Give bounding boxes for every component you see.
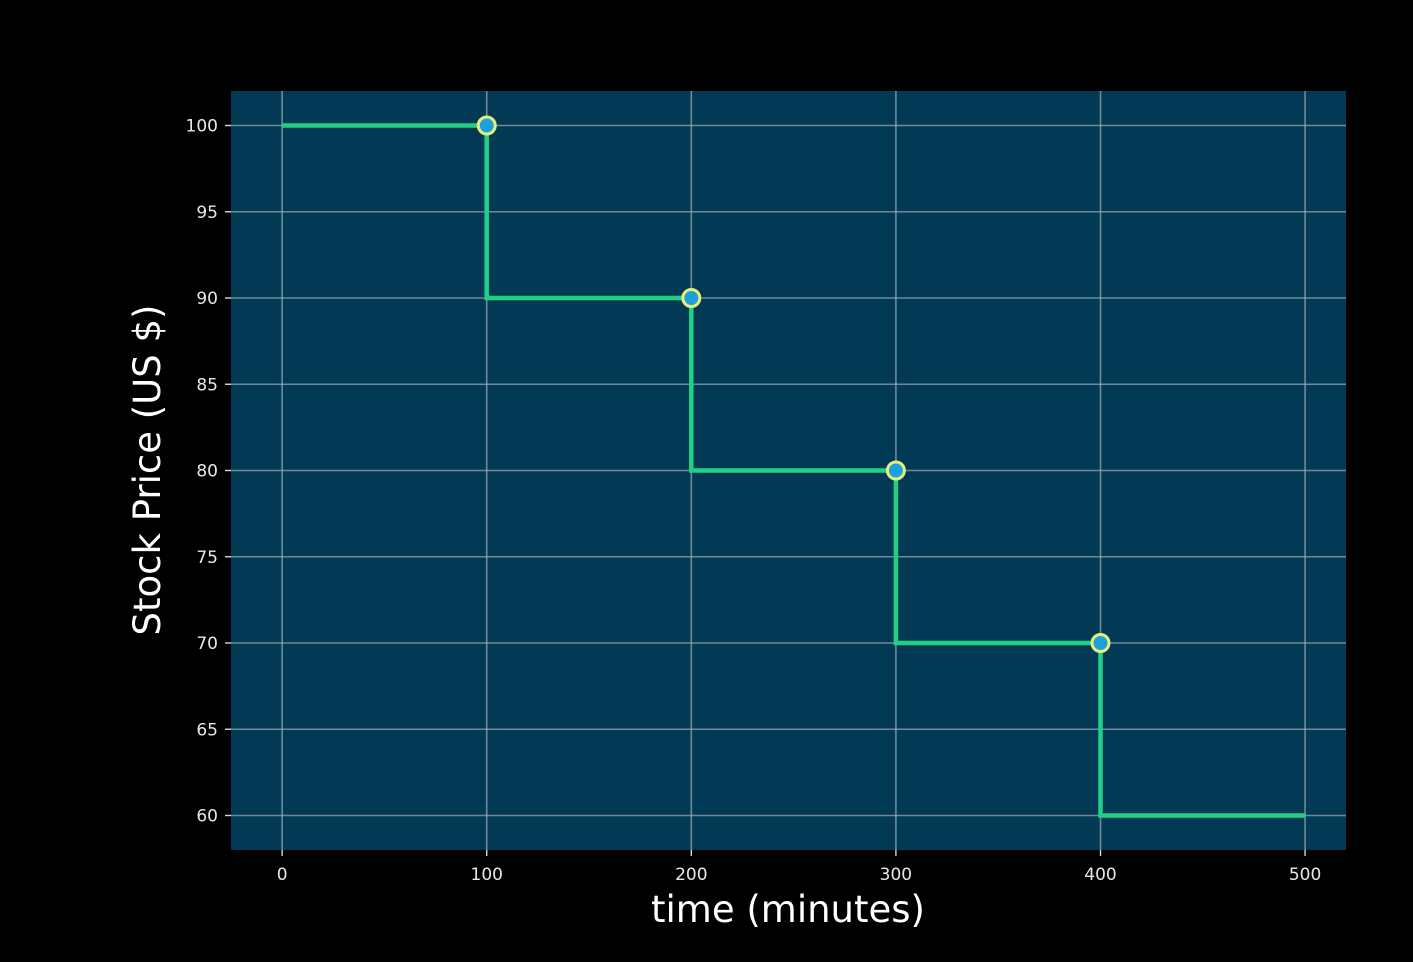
y-tick-label: 65 [196, 720, 218, 740]
data-point-marker [1090, 633, 1111, 653]
series-layer [282, 123, 1306, 818]
y-tick-label: 75 [196, 548, 218, 568]
x-tick-label: 200 [675, 865, 707, 885]
x-tick-label: 300 [880, 865, 912, 885]
data-point-marker [476, 115, 497, 136]
series-line-price [282, 123, 1306, 818]
y-tick-label: 70 [196, 634, 218, 654]
x-tick-label: 0 [277, 865, 288, 885]
y-tick-label: 90 [196, 289, 218, 309]
x-tick-label: 500 [1289, 865, 1321, 885]
axis-ticks: 0 100 200 300 400 500 60 65 70 75 80 85 90 95 100 [186, 117, 1322, 886]
y-tick-label: 100 [186, 117, 218, 137]
data-point-marker [885, 460, 906, 481]
x-axis-label: time (minutes) [651, 888, 925, 931]
y-axis-label: Stock Price (US $) [126, 305, 169, 636]
y-tick-label: 85 [196, 375, 218, 395]
y-tick-label: 80 [196, 462, 218, 482]
x-tick-label: 400 [1084, 865, 1116, 885]
y-tick-label: 95 [196, 203, 218, 223]
y-tick-label: 60 [196, 807, 218, 827]
x-tick-label: 100 [471, 865, 503, 885]
data-point-marker [681, 288, 702, 308]
markers-layer [476, 115, 1111, 653]
